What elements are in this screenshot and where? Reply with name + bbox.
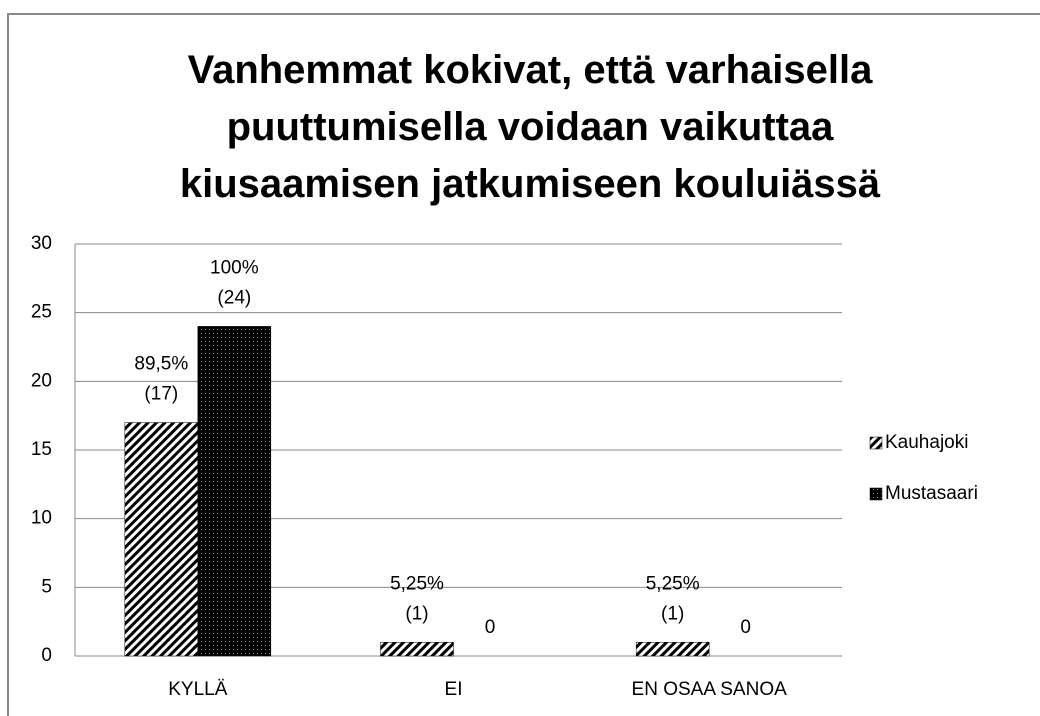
y-tick-label: 15 — [31, 439, 52, 460]
y-tick-label: 10 — [31, 508, 52, 529]
legend-swatch — [869, 487, 883, 501]
y-tick-label: 25 — [31, 302, 52, 323]
legend-label: Kauhajoki — [885, 432, 968, 453]
value-label: 5,25% (1) — [390, 573, 444, 624]
value-label: 89,5% (17) — [134, 354, 188, 405]
value-label: 0 — [740, 617, 751, 638]
bar — [124, 422, 199, 657]
x-tick-label: EN OSAA SANOA — [632, 679, 788, 700]
bar — [380, 642, 454, 657]
legend-swatch — [869, 436, 883, 450]
value-label: 0 — [485, 617, 496, 638]
bar — [635, 642, 710, 657]
y-tick-label: 20 — [31, 370, 52, 391]
x-tick-label: KYLLÄ — [168, 679, 227, 700]
legend-label: Mustasaari — [885, 483, 978, 504]
chart-title: Vanhemmat kokivat, että varhaisella puutt… — [180, 48, 881, 206]
value-label: 100% (24) — [210, 257, 259, 308]
x-tick-label: EI — [445, 679, 463, 700]
value-label: 5,25% (1) — [646, 573, 700, 624]
chart-border — [7, 13, 1040, 716]
y-tick-label: 0 — [41, 645, 52, 666]
bar — [197, 326, 272, 657]
y-tick-label: 30 — [31, 233, 52, 254]
y-tick-label: 5 — [41, 576, 52, 597]
